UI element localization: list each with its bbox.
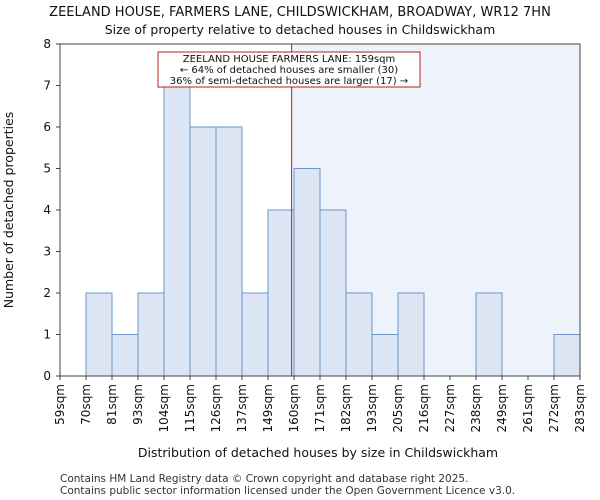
x-tick-label-249sqm: 249sqm	[495, 384, 509, 432]
annotation-line-2: ← 64% of detached houses are smaller (30…	[180, 65, 398, 76]
x-tick-label-283sqm: 283sqm	[573, 384, 587, 432]
annotation-frame	[157, 51, 421, 88]
x-tick-label-160sqm: 160sqm	[287, 384, 301, 432]
x-tick-label-126sqm: 126sqm	[209, 384, 223, 432]
x-tick-label-261sqm: 261sqm	[521, 384, 535, 432]
x-tick-label-137sqm: 137sqm	[235, 384, 249, 432]
y-tick-label-2: 2	[43, 286, 51, 300]
bar-93sqm	[137, 292, 165, 377]
bar-115sqm	[189, 126, 217, 377]
bar-81sqm	[111, 334, 139, 377]
bar-137sqm	[241, 292, 269, 377]
bar-160sqm	[293, 168, 321, 377]
y-tick-label-4: 4	[43, 203, 51, 217]
y-tick-label-3: 3	[43, 245, 51, 259]
bar-70sqm	[85, 292, 113, 377]
bar-193sqm	[371, 334, 399, 377]
x-tick-label-182sqm: 182sqm	[339, 384, 353, 432]
x-tick-label-171sqm: 171sqm	[313, 384, 327, 432]
y-tick-label-7: 7	[43, 79, 51, 93]
bar-182sqm	[345, 292, 373, 377]
plot-area: 0 1 2 3 4 5 6 7 8 59sqm 70sqm 81sqm 93sqm 104sqm 115s…	[43, 37, 587, 432]
bars-group	[85, 85, 581, 377]
x-tick-label-227sqm: 227sqm	[443, 384, 457, 432]
x-tick-label-272sqm: 272sqm	[547, 384, 561, 432]
x-tick-label-93sqm: 93sqm	[131, 384, 145, 425]
x-tick-label-70sqm: 70sqm	[79, 384, 93, 425]
x-tick-label-216sqm: 216sqm	[417, 384, 431, 432]
bar-171sqm	[319, 209, 347, 377]
x-tick-label-115sqm: 115sqm	[183, 384, 197, 432]
x-tick-label-238sqm: 238sqm	[469, 384, 483, 432]
footer-line-1: Contains HM Land Registry data © Crown c…	[60, 473, 468, 485]
x-axis-label: Distribution of detached houses by size …	[138, 445, 498, 460]
bar-126sqm	[215, 126, 243, 377]
footer-line-2: Contains public sector information licen…	[60, 485, 515, 497]
y-tick-label-0: 0	[43, 369, 51, 383]
x-tick-label-193sqm: 193sqm	[365, 384, 379, 432]
y-tick-label-6: 6	[43, 120, 51, 134]
y-ticks-group: 0 1 2 3 4 5 6 7 8	[43, 37, 60, 383]
y-tick-label-1: 1	[43, 328, 51, 342]
chart-title: ZEELAND HOUSE, FARMERS LANE, CHILDSWICKH…	[49, 5, 551, 20]
x-tick-label-104sqm: 104sqm	[157, 384, 171, 432]
annotation-line-3: 36% of semi-detached houses are larger (…	[170, 76, 408, 87]
x-tick-label-149sqm: 149sqm	[261, 384, 275, 432]
x-tick-label-205sqm: 205sqm	[391, 384, 405, 432]
annotation-line-1: ZEELAND HOUSE FARMERS LANE: 159sqm	[183, 54, 395, 65]
x-tick-label-59sqm: 59sqm	[53, 384, 67, 425]
bar-205sqm	[397, 292, 425, 377]
bar-104sqm	[163, 85, 191, 377]
y-axis-label: Number of detached properties	[1, 112, 16, 309]
y-tick-label-8: 8	[43, 37, 51, 51]
bar-272sqm	[553, 334, 581, 377]
annotation-box: ZEELAND HOUSE FARMERS LANE: 159sqm ← 64%…	[157, 51, 421, 88]
x-tick-label-81sqm: 81sqm	[105, 384, 119, 425]
chart-subtitle: Size of property relative to detached ho…	[105, 22, 496, 37]
y-tick-label-5: 5	[43, 162, 51, 176]
bar-149sqm	[267, 209, 295, 377]
bar-238sqm	[475, 292, 503, 377]
x-ticks-group: 59sqm 70sqm 81sqm 93sqm 104sqm 115sqm 126sqm 13…	[53, 376, 587, 432]
